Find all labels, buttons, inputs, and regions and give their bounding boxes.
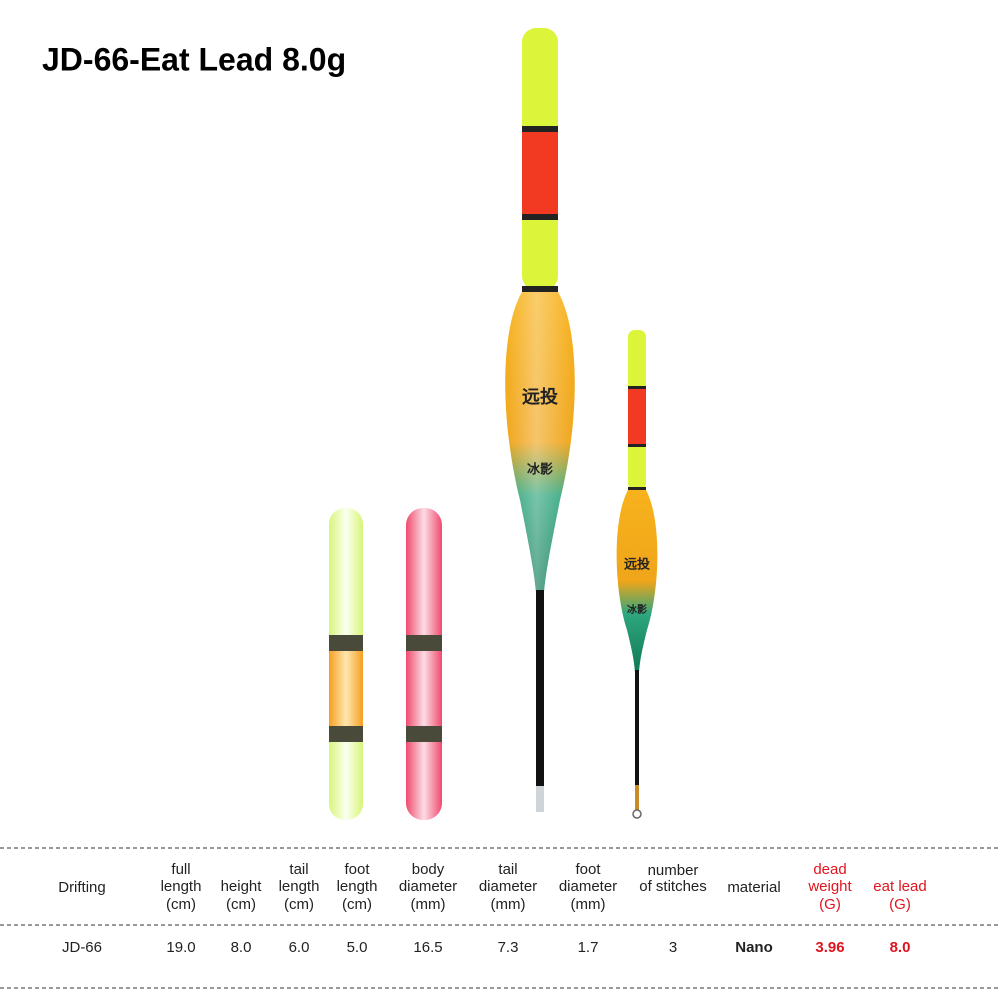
table-cell: JD-66 xyxy=(62,939,102,956)
float-label: 远投 xyxy=(522,386,558,408)
header-cell: length xyxy=(279,878,320,895)
header-cell: diameter xyxy=(399,878,457,895)
header-cell: (G) xyxy=(819,896,841,913)
small-float: 远投 冰影 xyxy=(616,330,658,819)
header-cell: (cm) xyxy=(226,896,256,913)
header-cell: tail xyxy=(498,861,517,878)
header-cell: number xyxy=(648,862,699,879)
header-cell: body xyxy=(412,861,445,878)
header-cell: (mm) xyxy=(491,896,526,913)
float-label: 远投 xyxy=(624,557,650,573)
header-cell: length xyxy=(161,878,202,895)
table-cell: Nano xyxy=(735,939,773,956)
header-cell: dead xyxy=(813,861,846,878)
header-cell: full xyxy=(171,861,190,878)
table-cell: 8.0 xyxy=(231,939,252,956)
table-cell: 16.5 xyxy=(413,939,442,956)
header-cell: of stitches xyxy=(639,878,707,895)
header-cell: eat lead xyxy=(873,878,926,895)
header-cell: (cm) xyxy=(166,896,196,913)
header-cell: foot xyxy=(344,861,370,878)
header-cell: (mm) xyxy=(571,896,606,913)
header-cell: diameter xyxy=(559,878,617,895)
table xyxy=(0,847,1000,989)
table-cell: 5.0 xyxy=(347,939,368,956)
float-label: 冰影 xyxy=(627,603,647,616)
header-cell: height xyxy=(221,878,263,895)
header-cell: tail xyxy=(289,861,308,878)
table-cell: 19.0 xyxy=(166,939,195,956)
large-float: 远投 冰影 xyxy=(505,28,575,812)
header-cell: length xyxy=(337,878,378,895)
header-cell: diameter xyxy=(479,878,537,895)
header-cell: material xyxy=(727,879,780,896)
header-cell: foot xyxy=(575,861,601,878)
header-cell: (cm) xyxy=(284,896,314,913)
spare-tips xyxy=(329,508,442,820)
table-cell: 6.0 xyxy=(289,939,310,956)
table-cell: 8.0 xyxy=(890,939,911,956)
table-cell: 7.3 xyxy=(498,939,519,956)
header-cell: Drifting xyxy=(58,879,106,896)
header-cell: weight xyxy=(807,878,852,895)
header-cell: (cm) xyxy=(342,896,372,913)
float-label: 冰影 xyxy=(527,462,553,478)
header-cell: (G) xyxy=(889,896,911,913)
table-cell: 3.96 xyxy=(815,939,844,956)
table-cell: 3 xyxy=(669,939,677,956)
table-cell: 1.7 xyxy=(578,939,599,956)
title: JD-66-Eat Lead 8.0g xyxy=(42,41,346,77)
header-cell: (mm) xyxy=(411,896,446,913)
